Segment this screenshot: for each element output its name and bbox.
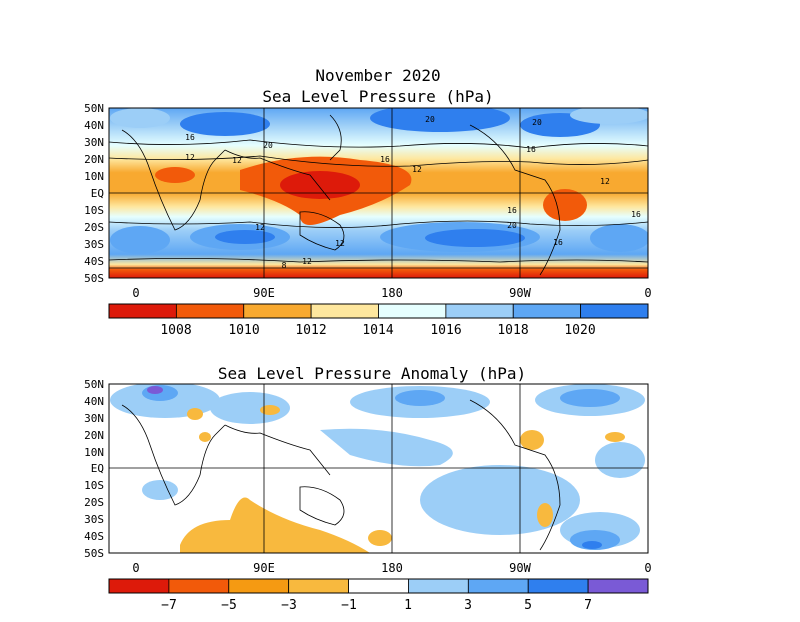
figure-title: November 2020 (315, 66, 440, 85)
lon-label: 0 (644, 561, 651, 575)
contour-label: 12 (185, 153, 195, 162)
lat-label: 10S (84, 204, 104, 217)
colorbar-label: 1020 (564, 323, 595, 338)
colorbar-label: −5 (221, 598, 237, 613)
lat-label: 30N (84, 136, 104, 149)
lat-label: 20S (84, 496, 104, 509)
lat-label: EQ (91, 462, 104, 475)
lat-label: 40N (84, 395, 104, 408)
colorbar-label: 5 (524, 598, 532, 613)
lat-label: EQ (91, 187, 104, 200)
contour-label: 20 (263, 141, 273, 150)
lat-label: 30S (84, 513, 104, 526)
colorbar-swatch (228, 578, 290, 594)
lon-label: 90E (253, 561, 275, 575)
lon-label: 180 (381, 561, 403, 575)
lon-label: 180 (381, 286, 403, 300)
colorbar-swatch (580, 303, 649, 319)
colorbar-swatch (527, 578, 589, 594)
contour-label: 16 (380, 155, 390, 164)
contour-label: 20 (507, 221, 517, 230)
colorbar-swatch (310, 303, 379, 319)
lat-label: 40S (84, 255, 104, 268)
contour-label: 16 (185, 133, 195, 142)
colorbar-label: 7 (584, 598, 592, 613)
colorbar-swatch (467, 578, 529, 594)
colorbar-label: 1018 (497, 323, 528, 338)
lat-label: 20N (84, 429, 104, 442)
contour-label: 20 (532, 118, 542, 127)
colorbar-label: 3 (464, 598, 472, 613)
contour-label: 16 (526, 145, 536, 154)
colorbar-label: 1012 (295, 323, 326, 338)
lon-label: 0 (132, 561, 139, 575)
colorbar-label: 1 (404, 598, 412, 613)
colorbar-swatch (108, 578, 170, 594)
lat-label: 10N (84, 446, 104, 459)
slp-anomaly-map: 50N 40N 30N 20N 10N EQ 10S 20S 30S 40S 5… (84, 378, 651, 575)
lon-axis: 0 90E 180 90W 0 (132, 286, 651, 300)
contour-label: 16 (553, 238, 563, 247)
colorbar-swatch (288, 578, 349, 594)
slp-map: 20 20 16 12 12 20 16 12 16 12 16 20 16 1… (84, 102, 651, 300)
lon-label: 90E (253, 286, 275, 300)
colorbar-swatch (378, 303, 447, 319)
contour-label: 12 (412, 165, 422, 174)
contour-label: 20 (425, 115, 435, 124)
colorbar-label: −7 (161, 598, 177, 613)
lat-label: 30N (84, 412, 104, 425)
contour-label: 12 (335, 239, 345, 248)
contour-label: 12 (600, 177, 610, 186)
colorbar-label: 1010 (228, 323, 259, 338)
colorbar-swatch (175, 303, 245, 319)
top-map-title: Sea Level Pressure (hPa) (262, 87, 493, 106)
colorbar-swatch (243, 303, 312, 319)
contour-label: 8 (282, 261, 287, 270)
lon-label: 0 (132, 286, 139, 300)
colorbar-swatch (408, 578, 469, 594)
colorbar-swatch (587, 578, 649, 594)
colorbar-swatch (445, 303, 514, 319)
lat-axis: 50N 40N 30N 20N 10N EQ 10S 20S 30S 40S 5… (84, 102, 104, 285)
colorbar-swatch (168, 578, 230, 594)
lat-label: 50S (84, 272, 104, 285)
lat-label: 40S (84, 530, 104, 543)
lat-label: 20N (84, 153, 104, 166)
lat-label: 20S (84, 221, 104, 234)
colorbar-swatch (348, 578, 409, 594)
colorbar-swatch (108, 303, 177, 319)
lat-axis: 50N 40N 30N 20N 10N EQ 10S 20S 30S 40S 5… (84, 378, 104, 560)
contour-label: 12 (232, 156, 242, 165)
contour-label: 16 (631, 210, 641, 219)
lon-label: 90W (509, 561, 531, 575)
contour-label: 12 (255, 223, 265, 232)
colorbar-label: −1 (341, 598, 357, 613)
lat-label: 50N (84, 102, 104, 115)
lat-label: 50S (84, 547, 104, 560)
lat-label: 30S (84, 238, 104, 251)
colorbar-label: −3 (281, 598, 297, 613)
colorbar-swatch (512, 303, 582, 319)
lat-label: 10N (84, 170, 104, 183)
lat-label: 10S (84, 479, 104, 492)
contour-label: 16 (507, 206, 517, 215)
colorbar-label: 1008 (160, 323, 191, 338)
lat-label: 40N (84, 119, 104, 132)
slp-colorbar: 1008 1010 1012 1014 1016 1018 1020 (108, 303, 649, 338)
colorbar-label: 1014 (362, 323, 393, 338)
lat-label: 50N (84, 378, 104, 391)
lon-axis: 0 90E 180 90W 0 (132, 561, 651, 575)
anomaly-colorbar: −7 −5 −3 −1 1 3 5 7 (108, 578, 649, 613)
contour-label: 12 (302, 257, 312, 266)
anomaly-map-title: Sea Level Pressure Anomaly (hPa) (218, 364, 526, 383)
colorbar-label: 1016 (430, 323, 461, 338)
lon-label: 0 (644, 286, 651, 300)
lon-label: 90W (509, 286, 531, 300)
